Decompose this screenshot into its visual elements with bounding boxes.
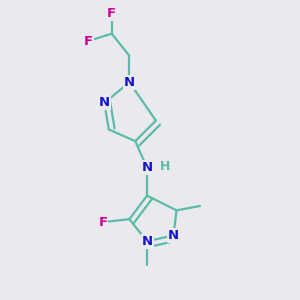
Text: F: F	[84, 34, 93, 48]
Text: N: N	[168, 229, 179, 242]
Text: H: H	[160, 160, 170, 173]
Text: F: F	[98, 216, 107, 229]
Text: N: N	[142, 235, 153, 248]
Text: N: N	[142, 161, 153, 174]
Text: N: N	[99, 96, 110, 110]
Text: N: N	[124, 76, 135, 89]
Text: F: F	[107, 7, 116, 20]
